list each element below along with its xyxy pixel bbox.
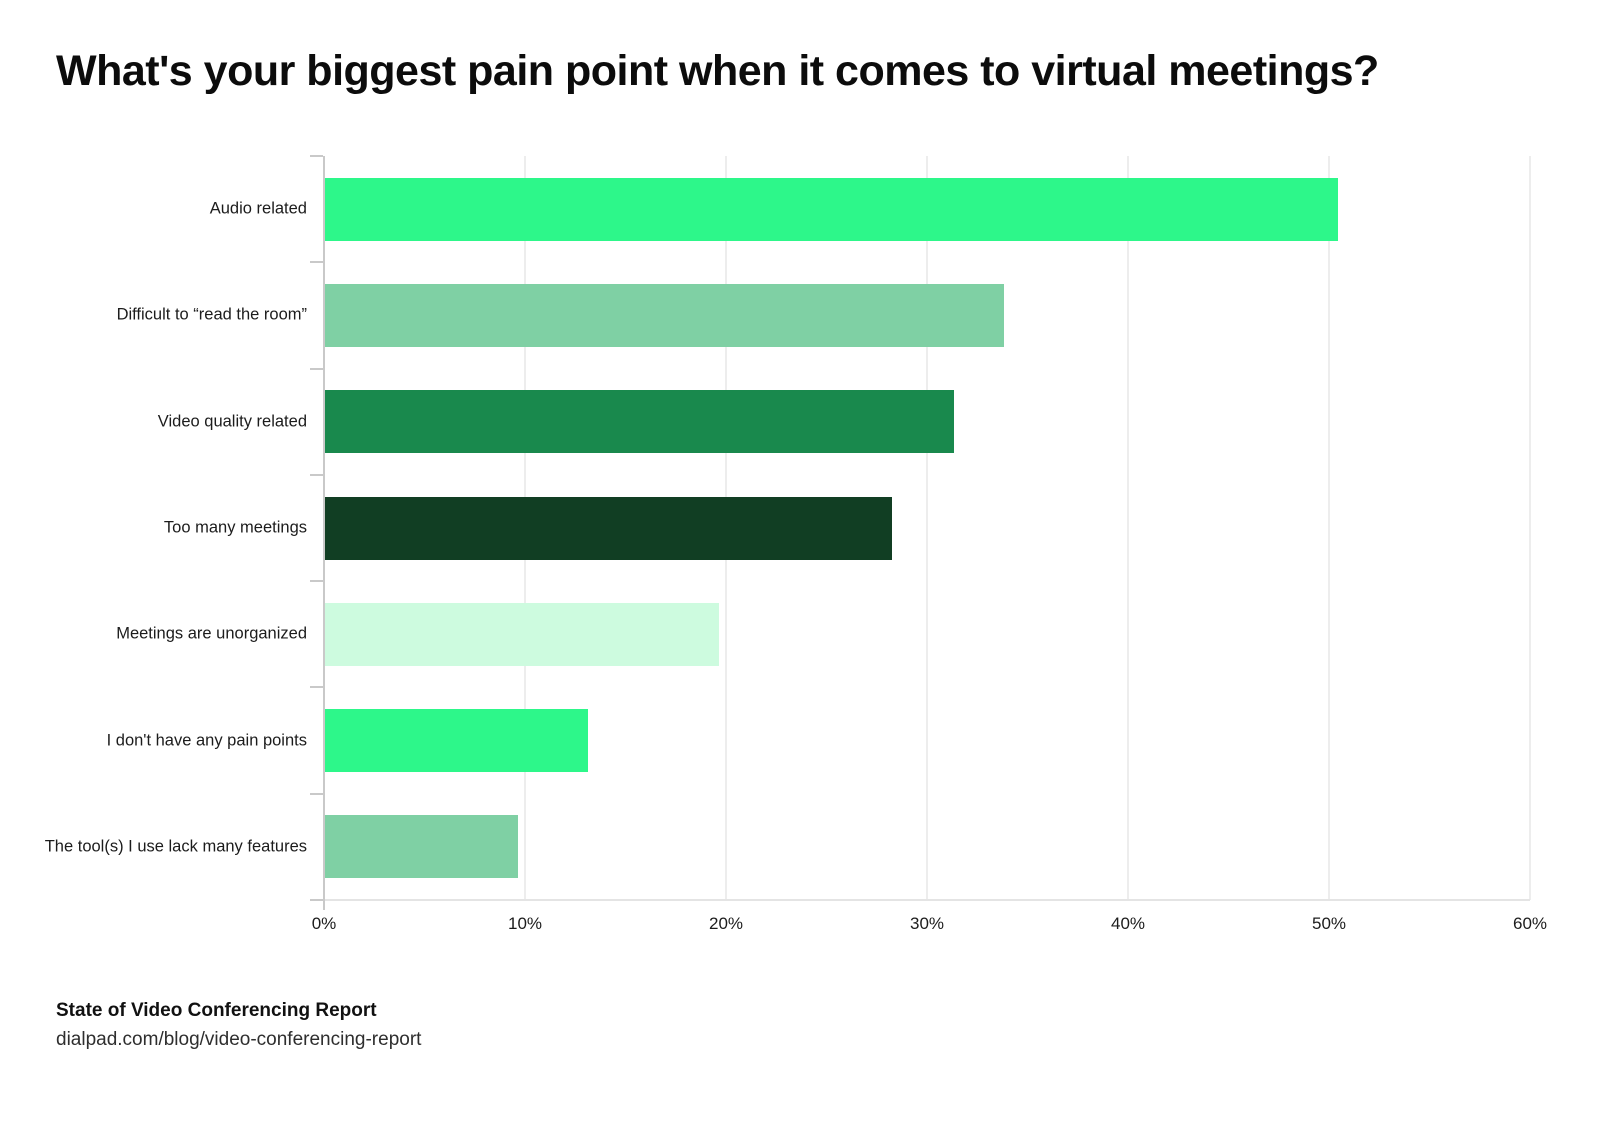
bar-audio-related[interactable] — [325, 177, 1339, 241]
category-label: I don't have any pain points — [106, 731, 307, 750]
x-gridline — [1529, 156, 1531, 900]
x-axis-line — [311, 899, 1530, 901]
y-axis-line — [323, 156, 325, 910]
x-axis-tick-label: 20% — [708, 914, 744, 933]
y-axis-tick — [310, 580, 323, 583]
bar-video-quality-related[interactable] — [325, 390, 955, 454]
x-axis-tick-label: 60% — [1512, 914, 1548, 933]
chart-title: What's your biggest pain point when it c… — [56, 47, 1379, 95]
y-axis-tick — [310, 473, 323, 476]
footer: State of Video Conferencing Report dialp… — [56, 1000, 421, 1051]
y-axis-tick — [310, 155, 323, 157]
y-axis-tick — [310, 367, 323, 370]
x-axis-tick-label: 30% — [909, 914, 945, 933]
category-label: Difficult to “read the room” — [116, 305, 307, 324]
category-label: The tool(s) I use lack many features — [44, 837, 307, 856]
bar-too-many-meetings[interactable] — [325, 496, 892, 560]
bar-the-tool-s-i-use-lack-many-features[interactable] — [325, 815, 518, 879]
x-gridline — [1127, 156, 1129, 900]
footer-report-url: dialpad.com/blog/video-conferencing-repo… — [56, 1029, 422, 1050]
bar-difficult-to-read-the-room[interactable] — [325, 283, 1005, 347]
x-axis-tick-label: 50% — [1311, 914, 1347, 933]
bar-i-don-t-have-any-pain-points[interactable] — [325, 709, 589, 773]
x-axis-tick-label: 40% — [1110, 914, 1146, 933]
category-label: Too many meetings — [163, 518, 307, 537]
category-label: Video quality related — [157, 412, 307, 431]
x-gridline — [926, 156, 928, 900]
y-axis-tick — [310, 261, 323, 264]
x-gridline — [1328, 156, 1330, 900]
bar-meetings-are-unorganized[interactable] — [325, 602, 719, 666]
category-label: Audio related — [209, 199, 307, 218]
x-axis-tick-label: 0% — [311, 914, 337, 933]
x-axis-tick-label: 10% — [507, 914, 543, 933]
footer-report-title: State of Video Conferencing Report — [56, 1000, 377, 1021]
y-axis-tick — [310, 899, 323, 901]
category-label: Meetings are unorganized — [116, 624, 307, 643]
y-axis-tick — [310, 792, 323, 795]
y-axis-tick — [310, 686, 323, 689]
